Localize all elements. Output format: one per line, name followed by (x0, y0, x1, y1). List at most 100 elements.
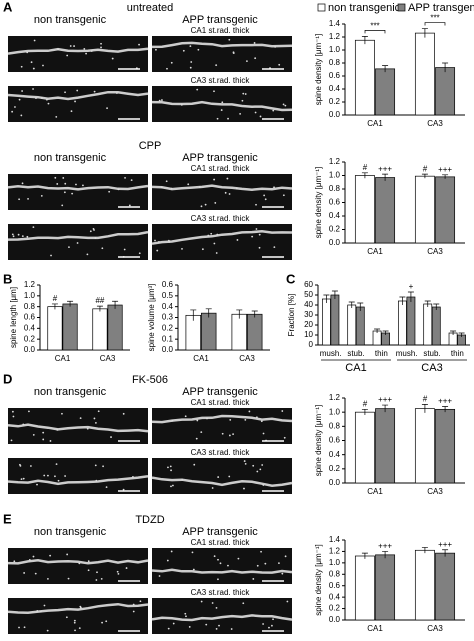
speck (232, 433, 234, 436)
error-bar (112, 300, 119, 309)
error-bar (331, 290, 338, 299)
bar (423, 303, 433, 346)
speck (66, 54, 69, 57)
x-tick-label: stub. (423, 349, 440, 358)
speck (128, 204, 131, 207)
speck (167, 466, 169, 469)
error-bar (67, 300, 74, 307)
legend-label: APP transgenic (408, 2, 474, 14)
error-bar (382, 65, 389, 73)
speck (215, 252, 218, 254)
speck (193, 463, 196, 466)
speck (172, 484, 174, 487)
panel-title: untreated (127, 2, 173, 14)
column-heading: APP transgenic (182, 386, 258, 398)
speck (214, 202, 217, 204)
speck (248, 410, 251, 413)
significance-label: +++ (438, 540, 452, 549)
error-bar (442, 174, 449, 179)
significance-label: ## (95, 296, 104, 305)
speck (26, 235, 29, 238)
speck (40, 96, 43, 99)
x-tick-label: CA1 (367, 487, 383, 496)
speck (232, 52, 235, 54)
speck (61, 204, 64, 207)
speck (46, 629, 49, 632)
speck (243, 487, 245, 490)
speck (79, 605, 82, 608)
x-tick-label: thin (451, 349, 464, 358)
y-tick-label: 0.8 (329, 58, 341, 67)
x-tick-label: thin (375, 349, 388, 358)
dendrite (7, 559, 149, 565)
error-bar (382, 551, 389, 559)
speck (215, 606, 218, 609)
speck (56, 429, 59, 431)
y-tick-label: 0.0 (329, 238, 341, 247)
speck (68, 246, 70, 249)
speck (49, 440, 52, 442)
speck (272, 109, 275, 112)
speck (195, 437, 198, 440)
speck (201, 248, 204, 251)
speck (252, 464, 255, 467)
row-label: CA3 st.rad. thick (191, 214, 251, 223)
speck (54, 176, 57, 179)
speck (278, 562, 280, 565)
micrograph (8, 224, 148, 260)
speck (246, 60, 248, 63)
speck (218, 624, 220, 627)
y-tick-label: 30 (304, 310, 313, 319)
speck (227, 117, 229, 120)
speck (82, 184, 84, 187)
speck (230, 628, 233, 630)
speck (273, 246, 276, 249)
speck (64, 475, 66, 477)
significance-label: +++ (438, 165, 452, 174)
y-tick-label: 0.8 (329, 184, 341, 193)
speck (138, 252, 141, 255)
speck (11, 410, 14, 413)
speck (67, 577, 70, 580)
speck (235, 187, 238, 190)
speck (161, 99, 163, 101)
bar (375, 68, 396, 116)
speck (23, 626, 26, 629)
speck (281, 572, 284, 575)
bar (398, 300, 407, 346)
speck (226, 177, 229, 180)
speck (32, 67, 35, 70)
speck (10, 439, 13, 442)
speck (170, 485, 172, 488)
y-tick-label: 0.6 (329, 198, 341, 207)
error-bar (421, 404, 428, 413)
error-bar (399, 296, 406, 305)
speck (111, 57, 114, 60)
speck (86, 427, 89, 430)
y-tick-label: 0.0 (329, 110, 341, 119)
y-tick-label: 0.6 (329, 581, 341, 590)
panel-title: FK-506 (132, 374, 168, 386)
y-tick-label: 1.4 (329, 535, 341, 544)
panel-title: TDZD (135, 514, 164, 526)
speck (197, 48, 200, 51)
speck (17, 233, 20, 236)
speck (189, 45, 192, 48)
dendrite (7, 474, 149, 486)
y-axis-label: spine density [μm⁻¹] (314, 405, 323, 477)
speck (169, 465, 172, 468)
speck (102, 465, 104, 468)
speck (224, 191, 227, 194)
speck (61, 412, 63, 415)
y-tick-label: 1.2 (24, 280, 36, 289)
speck (286, 600, 289, 603)
y-axis-label: spine density [μm⁻¹] (314, 34, 323, 106)
speck (76, 242, 79, 244)
bracket (424, 22, 446, 26)
speck (244, 418, 247, 421)
bar (47, 306, 63, 351)
bar (406, 296, 416, 346)
error-bar (361, 552, 368, 559)
bar (355, 306, 365, 346)
speck (33, 39, 36, 42)
